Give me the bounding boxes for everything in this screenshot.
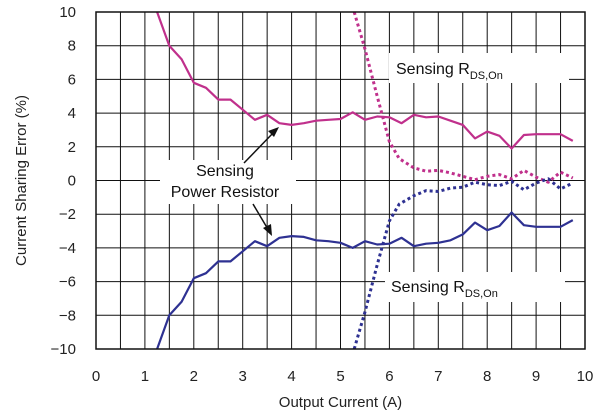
y-tick-label: 4 bbox=[68, 105, 76, 122]
y-tick-label: 2 bbox=[68, 139, 76, 156]
y-tick-label: −6 bbox=[59, 274, 76, 291]
y-axis-title: Current Sharing Error (%) bbox=[13, 95, 30, 266]
power-resistor-label-line1: Sensing bbox=[196, 163, 254, 180]
x-tick-label: 9 bbox=[532, 368, 540, 385]
x-axis-title: Output Current (A) bbox=[279, 394, 402, 411]
power-resistor-label-bg bbox=[160, 160, 296, 204]
y-tick-label: −8 bbox=[59, 307, 76, 324]
series-line-2 bbox=[156, 211, 574, 350]
y-tick-label: −4 bbox=[59, 240, 76, 257]
x-tick-label: 0 bbox=[92, 368, 100, 385]
y-tick-label: 10 bbox=[59, 4, 76, 21]
y-tick-label: 6 bbox=[68, 71, 76, 88]
power-resistor-label-line2: Power Resistor bbox=[171, 184, 280, 201]
y-tick-label: −2 bbox=[59, 206, 76, 223]
arrow-to-lower-curve bbox=[252, 203, 272, 236]
rds-bottom-label-bg bbox=[385, 272, 565, 302]
x-tick-label: 4 bbox=[287, 368, 295, 385]
y-tick-label: 0 bbox=[68, 173, 76, 190]
x-tick-label: 2 bbox=[190, 368, 198, 385]
series-line-3 bbox=[352, 11, 574, 184]
arrow-to-upper-curve bbox=[243, 127, 279, 164]
y-axis-ticks: 10 8 6 4 2 0 −2 −4 −6 −8 −10 bbox=[51, 4, 76, 358]
x-tick-label: 6 bbox=[385, 368, 393, 385]
plot-area-border bbox=[95, 11, 586, 350]
x-tick-label: 5 bbox=[336, 368, 344, 385]
y-tick-label: 8 bbox=[68, 38, 76, 55]
rds-top-label-bg bbox=[389, 53, 569, 83]
x-tick-label: 10 bbox=[577, 368, 594, 385]
series-line-1 bbox=[156, 11, 574, 150]
x-tick-label: 1 bbox=[141, 368, 149, 385]
rds-bottom-label: Sensing RDS,On bbox=[391, 279, 498, 300]
x-tick-label: 3 bbox=[239, 368, 247, 385]
rds-top-label: Sensing RDS,On bbox=[396, 61, 503, 82]
series-line-4 bbox=[352, 177, 574, 350]
y-tick-label: −10 bbox=[51, 341, 76, 358]
x-axis-ticks: 0 1 2 3 4 5 6 7 8 9 10 bbox=[92, 368, 594, 385]
x-tick-label: 7 bbox=[434, 368, 442, 385]
x-tick-label: 8 bbox=[483, 368, 491, 385]
series-lines bbox=[156, 11, 574, 350]
